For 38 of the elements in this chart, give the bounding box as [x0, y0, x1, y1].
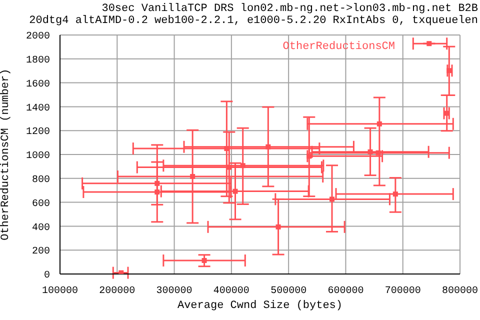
y-tick-label: 400 [32, 222, 50, 234]
point [276, 224, 281, 230]
y-tick-label: 1800 [26, 55, 50, 66]
point [306, 154, 312, 159]
y-tick-label: 2000 [26, 32, 50, 43]
point [226, 164, 232, 170]
point [232, 188, 238, 194]
point [190, 174, 196, 179]
text: OtherReductionsCM [282, 41, 395, 53]
point [392, 192, 398, 197]
x-tick-label: 700000 [384, 286, 421, 298]
x-tick-label: 400000 [213, 286, 250, 298]
y-tick-label: 1000 [26, 151, 50, 162]
x-tick-label: 200000 [99, 286, 136, 298]
chart-title: 30sec VanillaTCP DRS lon02.mb-ng.net->lon03.mb-ng.net B2B [100, 3, 478, 15]
x-axis-title: Average Cwnd Size (bytes) [177, 300, 343, 312]
x-tick-label: 100000 [42, 286, 78, 298]
point [154, 180, 160, 186]
x-tick-label: 300000 [156, 286, 192, 298]
point [154, 190, 160, 195]
x-tick-label: 500000 [270, 286, 307, 298]
chart-subtitle: 20dtg4 altAIMD-0.2 web100-2.2.1, e1000-5.2.20 RxIntAbs 0, txqueuelen [28, 15, 478, 27]
point [376, 121, 382, 126]
y-tick-label: 1600 [26, 79, 50, 90]
y-axis-title: OtherReductionsCM (number) [0, 68, 12, 240]
x-tick-label: 800000 [442, 286, 478, 298]
y-tick-label: 800 [32, 174, 50, 186]
point [202, 258, 207, 263]
point [240, 163, 246, 168]
y-tick-label: 1400 [26, 103, 50, 114]
x-tick-label: 600000 [328, 286, 364, 298]
y-tick-label: 0 [44, 270, 50, 282]
y-tick-label: 1200 [26, 127, 50, 138]
point [368, 149, 373, 154]
point [266, 144, 271, 150]
y-tick-label: 200 [32, 246, 50, 258]
point [330, 196, 334, 202]
y-tick-label: 600 [32, 198, 50, 210]
